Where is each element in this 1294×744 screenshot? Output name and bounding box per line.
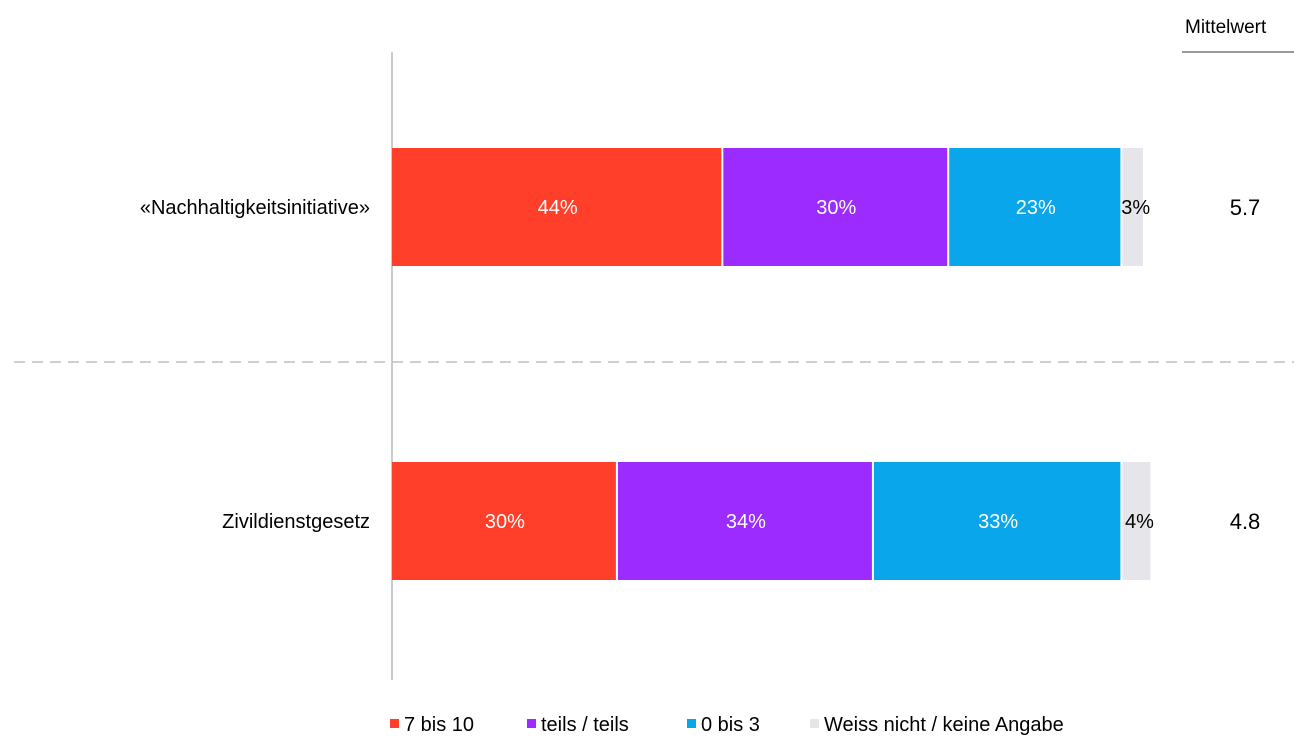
legend-swatch	[390, 719, 399, 728]
legend-swatch	[527, 719, 536, 728]
data-label: 23%	[1016, 197, 1056, 219]
bar-segment	[949, 148, 1121, 266]
category-label: Zivildienstgesetz	[222, 511, 370, 533]
data-label: 3%	[1121, 197, 1150, 219]
bar-segment	[392, 148, 722, 266]
legend-swatch	[810, 719, 819, 728]
bar-segment	[392, 462, 616, 580]
data-label: 44%	[538, 197, 578, 219]
legend-label: 0 bis 3	[701, 714, 760, 736]
bar-segment	[617, 462, 872, 580]
mean-header: Mittelwert	[1185, 17, 1267, 38]
data-label: 34%	[726, 511, 766, 533]
bar-segment	[873, 462, 1121, 580]
mean-value: 4.8	[1230, 509, 1261, 534]
legend: 7 bis 10 teils / teils 0 bis 3 Weiss nicht …	[390, 714, 1064, 736]
data-label: 4%	[1125, 511, 1154, 533]
data-label: 30%	[816, 197, 856, 219]
legend-swatch	[687, 719, 696, 728]
data-label: 30%	[485, 511, 525, 533]
data-label: 33%	[978, 511, 1018, 533]
mean-value: 5.7	[1230, 195, 1261, 220]
bars-group: «Nachhaltigkeitsinitiative» 44% 30% 23% 3% 5.…	[140, 148, 1260, 580]
category-label: «Nachhaltigkeitsinitiative»	[140, 197, 370, 219]
legend-label: teils / teils	[541, 714, 629, 736]
bar-segment	[1122, 462, 1151, 580]
bar-segment	[723, 148, 948, 266]
legend-label: Weiss nicht / keine Angabe	[824, 714, 1064, 736]
legend-label: 7 bis 10	[404, 714, 474, 736]
bar-segment	[1122, 148, 1143, 266]
